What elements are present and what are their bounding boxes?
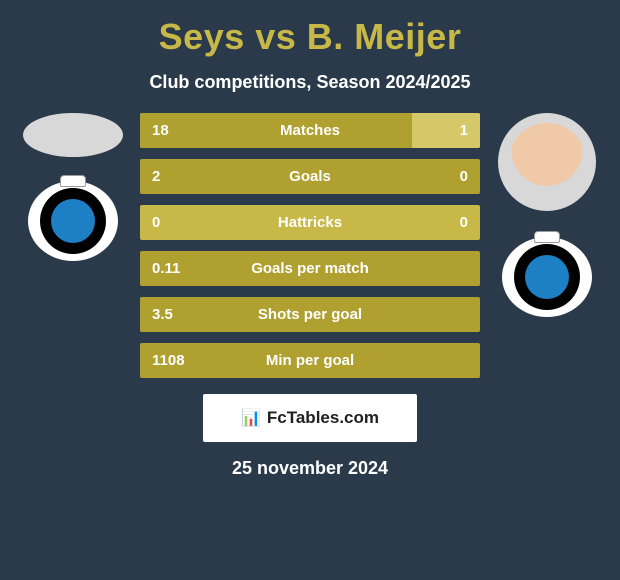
stat-label: Goals (200, 168, 420, 185)
left-player-avatar (23, 113, 123, 157)
stat-label: Goals per match (200, 260, 420, 277)
subtitle: Club competitions, Season 2024/2025 (0, 72, 620, 93)
stat-row: 18Matches1 (140, 113, 480, 148)
stat-left-value: 1108 (140, 352, 200, 369)
stat-label: Matches (200, 122, 420, 139)
left-club-badge (28, 181, 118, 261)
stat-left-value: 2 (140, 168, 200, 185)
stat-right-value: 1 (420, 122, 480, 139)
stat-left-value: 0.11 (140, 260, 200, 277)
stat-label: Min per goal (200, 352, 420, 369)
stat-row: 0.11Goals per match (140, 251, 480, 286)
stat-row: 1108Min per goal (140, 343, 480, 378)
left-player-column (14, 107, 132, 261)
date-label: 25 november 2024 (0, 458, 620, 479)
right-player-avatar (498, 113, 596, 211)
stat-left-value: 3.5 (140, 306, 200, 323)
stat-left-value: 18 (140, 122, 200, 139)
stat-row: 3.5Shots per goal (140, 297, 480, 332)
page-title: Seys vs B. Meijer (0, 16, 620, 58)
stat-bars: 18Matches12Goals00Hattricks00.11Goals pe… (140, 113, 480, 378)
stat-label: Shots per goal (200, 306, 420, 323)
stat-row: 2Goals0 (140, 159, 480, 194)
stat-right-value: 0 (420, 168, 480, 185)
stat-row: 0Hattricks0 (140, 205, 480, 240)
right-club-badge (502, 237, 592, 317)
comparison-layout: 18Matches12Goals00Hattricks00.11Goals pe… (0, 107, 620, 378)
stat-label: Hattricks (200, 214, 420, 231)
source-badge: 📊 FcTables.com (203, 394, 417, 442)
crown-icon (60, 175, 86, 187)
stat-left-value: 0 (140, 214, 200, 231)
logo-icon: 📊 (241, 408, 261, 428)
source-label: FcTables.com (267, 408, 379, 428)
right-player-column (488, 107, 606, 317)
stat-right-value: 0 (420, 214, 480, 231)
face-icon (508, 123, 586, 201)
crown-icon (534, 231, 560, 243)
